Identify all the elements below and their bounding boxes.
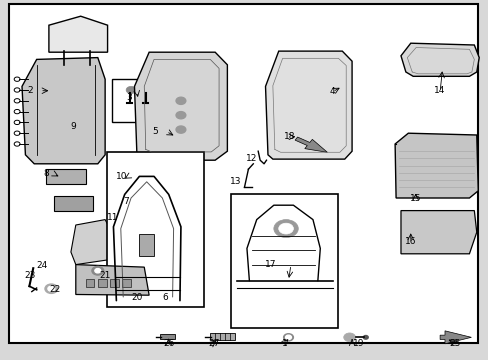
FancyArrow shape xyxy=(294,137,327,152)
Polygon shape xyxy=(46,169,85,184)
Text: 25: 25 xyxy=(448,339,460,348)
Text: 1: 1 xyxy=(281,339,287,348)
Circle shape xyxy=(363,336,367,339)
Polygon shape xyxy=(265,51,351,159)
Circle shape xyxy=(48,286,55,291)
Text: 10: 10 xyxy=(115,172,127,181)
Polygon shape xyxy=(394,133,477,198)
Text: 22: 22 xyxy=(49,285,61,294)
Text: 26: 26 xyxy=(163,339,174,348)
Text: 6: 6 xyxy=(162,292,168,302)
Circle shape xyxy=(95,269,101,273)
Text: 16: 16 xyxy=(404,237,416,246)
Circle shape xyxy=(142,87,149,93)
Polygon shape xyxy=(71,220,112,265)
Text: 8: 8 xyxy=(43,170,49,179)
Text: 11: 11 xyxy=(106,213,118,222)
Text: 2: 2 xyxy=(27,86,33,95)
Bar xyxy=(122,279,131,287)
Text: 17: 17 xyxy=(264,260,276,269)
Circle shape xyxy=(283,334,293,341)
Polygon shape xyxy=(54,196,93,211)
Circle shape xyxy=(92,266,103,275)
Text: 4: 4 xyxy=(329,87,335,96)
Circle shape xyxy=(343,333,355,342)
Polygon shape xyxy=(134,52,227,160)
Polygon shape xyxy=(22,58,105,164)
Polygon shape xyxy=(400,211,476,254)
Text: 7: 7 xyxy=(122,197,128,206)
Polygon shape xyxy=(400,43,478,76)
Circle shape xyxy=(273,220,298,238)
Text: 23: 23 xyxy=(24,271,36,280)
Bar xyxy=(139,234,154,256)
Text: 21: 21 xyxy=(99,271,111,280)
Text: 3: 3 xyxy=(126,93,132,102)
Circle shape xyxy=(278,223,293,234)
Circle shape xyxy=(45,284,58,293)
Circle shape xyxy=(176,97,185,104)
Bar xyxy=(85,279,94,287)
Bar xyxy=(98,279,106,287)
Text: 20: 20 xyxy=(131,292,142,302)
Bar xyxy=(230,194,338,328)
Bar xyxy=(110,279,119,287)
Text: 15: 15 xyxy=(409,194,421,202)
Bar xyxy=(160,334,175,339)
Text: 13: 13 xyxy=(230,177,242,186)
Text: 18: 18 xyxy=(283,132,295,141)
Bar xyxy=(112,79,161,122)
Text: 19: 19 xyxy=(352,339,364,348)
Circle shape xyxy=(176,126,185,133)
Text: 9: 9 xyxy=(70,122,76,131)
Circle shape xyxy=(126,86,136,94)
Circle shape xyxy=(285,335,291,339)
Text: 5: 5 xyxy=(152,127,158,136)
Bar xyxy=(210,333,234,340)
Circle shape xyxy=(176,112,185,119)
FancyArrow shape xyxy=(439,331,470,344)
Polygon shape xyxy=(76,265,149,295)
Text: 12: 12 xyxy=(245,154,257,163)
Text: 24: 24 xyxy=(36,261,47,270)
Polygon shape xyxy=(49,16,107,52)
Text: 27: 27 xyxy=(207,339,219,348)
Bar xyxy=(106,152,204,307)
Text: 14: 14 xyxy=(433,86,445,95)
